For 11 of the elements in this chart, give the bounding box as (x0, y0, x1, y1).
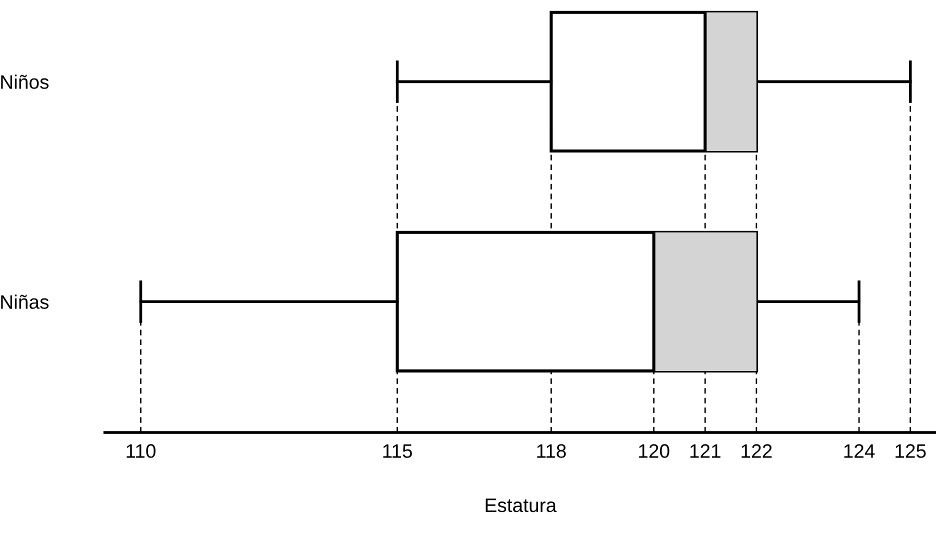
x-tick-label: 125 (896, 444, 926, 458)
y-tick-label: Niñas (1, 294, 49, 309)
x-tick-label: 124 (844, 444, 875, 458)
x-tick-label: 122 (742, 444, 772, 458)
x-axis-title: Estatura (486, 498, 557, 512)
x-tick-label: 110 (126, 444, 156, 458)
x-tick-label: 121 (690, 444, 720, 458)
x-tick-label: 120 (639, 444, 670, 458)
y-tick-label: Niños (1, 74, 49, 89)
x-tick-label: 118 (537, 444, 566, 458)
x-tick-label: 115 (383, 444, 412, 458)
